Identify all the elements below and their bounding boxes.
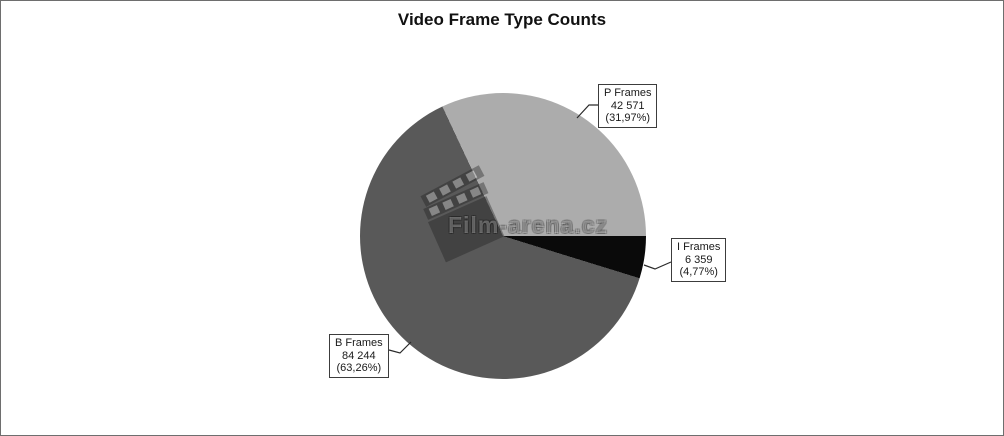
callout-percent: (31,97%)	[605, 112, 651, 124]
leader-line-i-frames	[643, 261, 672, 270]
callout-count: 42 571	[610, 99, 645, 112]
callout-count: 84 244	[342, 349, 376, 362]
callout-label: I Frames	[677, 241, 721, 253]
leader-line-b-frames	[388, 341, 412, 354]
chart-title: Video Frame Type Counts	[397, 10, 607, 29]
pie-callout-b-frames: B Frames 84 244 (63,26%)	[329, 334, 389, 378]
callout-label: B Frames	[335, 337, 383, 349]
pie-callout-i-frames: I Frames 6 359 (4,77%)	[671, 238, 727, 282]
callout-count: 6 359	[684, 253, 713, 266]
pie-callout-p-frames: P Frames 42 571 (31,97%)	[598, 84, 658, 128]
callout-label: P Frames	[604, 87, 652, 99]
pie-chart	[360, 93, 646, 379]
callout-percent: (4,77%)	[679, 266, 718, 278]
callout-percent: (63,26%)	[336, 362, 382, 374]
